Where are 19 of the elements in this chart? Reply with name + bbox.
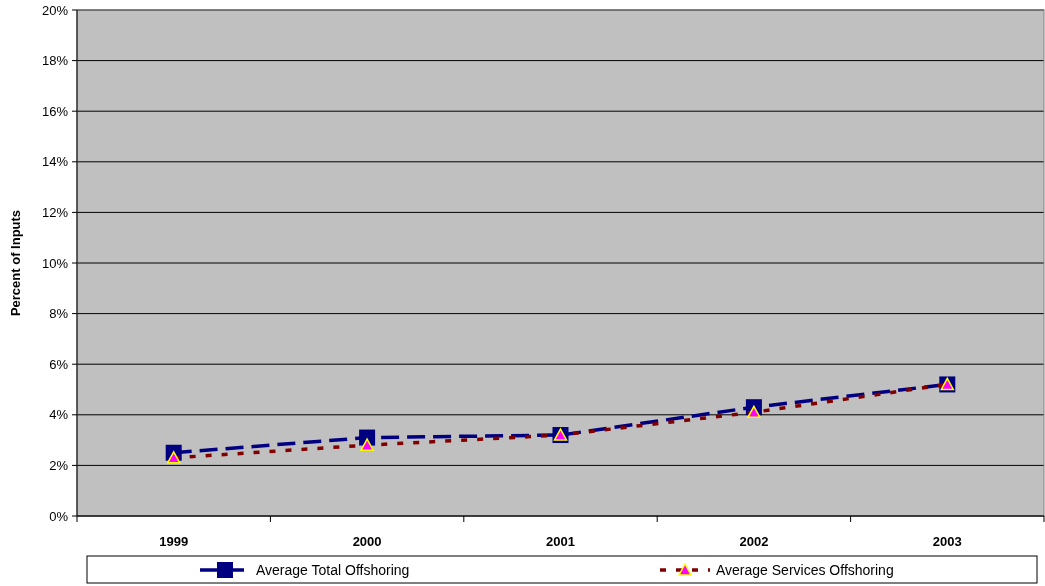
legend-label: Average Total Offshoring bbox=[256, 561, 410, 578]
x-tick-label: 2000 bbox=[352, 534, 382, 549]
x-tick-label: 1999 bbox=[159, 534, 189, 549]
y-tick-label: 10% bbox=[41, 255, 69, 271]
y-tick-label: 2% bbox=[49, 457, 69, 473]
x-tick-label: 2001 bbox=[546, 534, 575, 549]
y-tick-label: 20% bbox=[41, 2, 69, 18]
y-tick-label: 4% bbox=[49, 407, 69, 423]
y-tick-label: 14% bbox=[41, 154, 69, 170]
x-tick-label: 2002 bbox=[739, 534, 769, 549]
y-tick-label: 6% bbox=[49, 356, 69, 372]
y-axis-title: Percent of Inputs bbox=[8, 209, 23, 317]
y-tick-label: 18% bbox=[41, 53, 69, 69]
x-tick-label: 2003 bbox=[932, 534, 962, 549]
y-tick-label: 8% bbox=[49, 306, 69, 322]
y-tick-label: 0% bbox=[49, 508, 69, 524]
legend-label: Average Services Offshoring bbox=[716, 561, 894, 578]
y-tick-label: 12% bbox=[41, 204, 69, 220]
y-tick-label: 16% bbox=[41, 103, 69, 119]
